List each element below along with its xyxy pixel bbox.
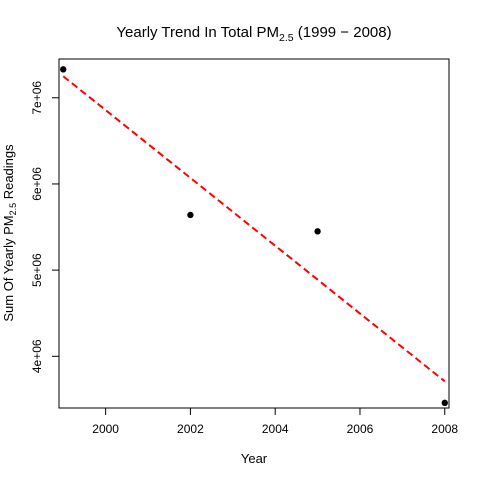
y-tick-label: 5e+06 bbox=[30, 253, 44, 287]
x-axis-title: Year bbox=[241, 451, 268, 466]
data-point bbox=[60, 66, 67, 73]
x-tick-label: 2000 bbox=[92, 422, 119, 436]
x-tick-label: 2008 bbox=[431, 422, 458, 436]
points-layer bbox=[60, 66, 448, 407]
data-point bbox=[314, 228, 321, 235]
data-point bbox=[187, 211, 194, 219]
x-tick-label: 2006 bbox=[347, 422, 374, 436]
x-tick-label: 2002 bbox=[177, 422, 204, 436]
chart-title: Yearly Trend In Total PM2.5 (1999 − 2008… bbox=[116, 24, 391, 44]
y-tick-label: 4e+06 bbox=[30, 339, 44, 373]
x-axis: 2000 2002 2004 2006 2008 bbox=[92, 407, 458, 436]
y-axis: 4e+06 5e+06 6e+06 7e+06 bbox=[30, 81, 60, 373]
trend-layer bbox=[62, 75, 446, 383]
y-axis-title: Sum Of Yearly PM2.5 Readings bbox=[1, 144, 18, 322]
plot-area-frame bbox=[58, 58, 450, 409]
data-point bbox=[441, 399, 448, 407]
x-tick-label: 2004 bbox=[262, 422, 289, 436]
y-tick-label: 6e+06 bbox=[30, 167, 44, 201]
trend-line bbox=[62, 75, 446, 383]
y-tick-label: 7e+06 bbox=[30, 81, 44, 115]
